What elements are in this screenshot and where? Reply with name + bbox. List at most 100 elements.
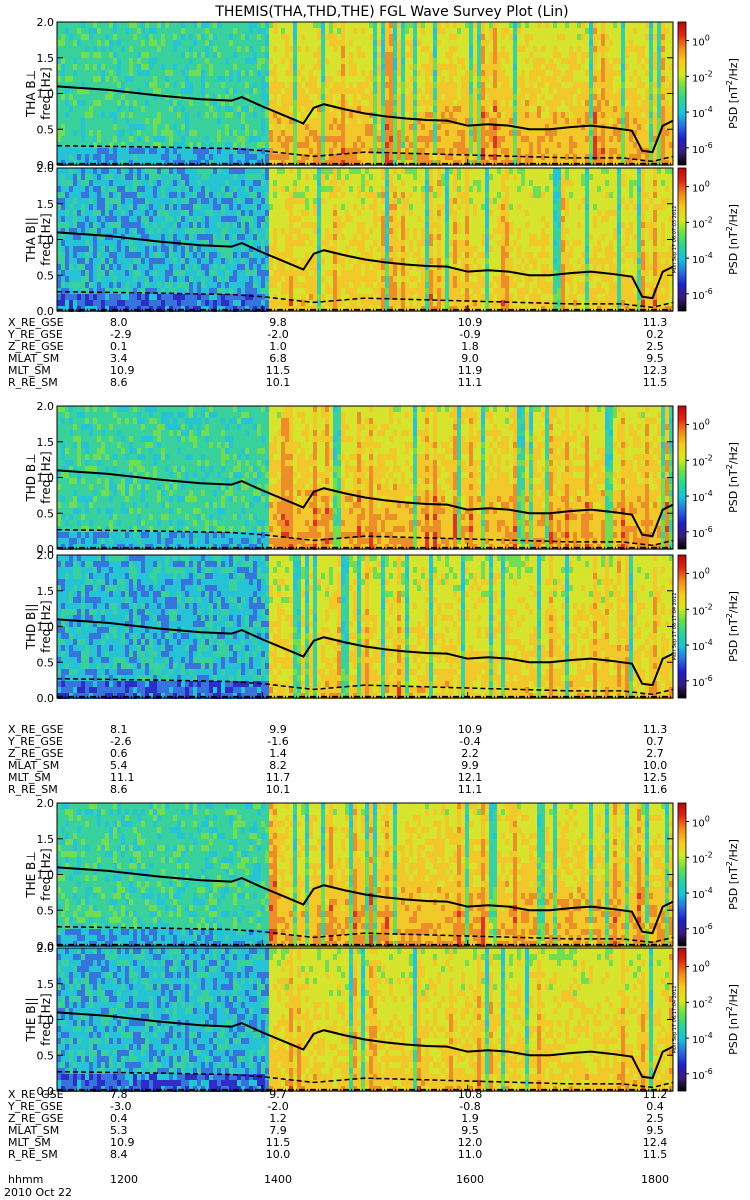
y-tick-label: 1.5 [37,198,55,211]
ephemeris-name: R_RE_SM [8,376,58,389]
colorbar-tick-label: 100 [692,180,710,195]
y-tick-label: 2.0 [37,797,55,810]
ephemeris-value: 10.1 [266,376,291,389]
colorbar-tick-label: 10-6 [692,922,713,937]
colorbar [678,555,686,698]
colorbar-tick-label: 10-4 [692,489,713,504]
y-tick-label: 2.0 [37,162,55,175]
date-label: 2010 Oct 22 [4,1186,72,1199]
panel-label: THD B|| [24,604,38,651]
panel-label: THD B⊥ [24,453,38,502]
panel-label: THE B|| [24,997,38,1042]
y-axis-label: freq [Hz] [39,451,53,503]
y-tick-label: 1.5 [37,978,55,991]
colorbar-tick-label: 10-6 [692,674,713,689]
plot-timestamp: Mon Sep 17 06:17:04 2012 [672,593,678,661]
y-tick-label: 2.0 [37,400,55,413]
colorbar [678,803,686,946]
colorbar-tick-label: 10-2 [692,215,713,230]
colorbar-label: PSD [nT2/Hz] [725,591,740,662]
colorbar-tick-label: 10-2 [692,69,713,84]
ephemeris-value: 10.0 [266,1148,291,1161]
y-tick-label: 0.5 [37,123,55,136]
colorbar-label: PSD [nT2/Hz] [725,839,740,910]
ephemeris-value: 11.1 [458,783,483,796]
spectrogram-figure: THEMIS(THA,THD,THE) FGL Wave Survey Plot… [0,0,750,1200]
y-axis-label: freq [Hz] [39,993,53,1045]
ephemeris-value: 10.1 [266,783,291,796]
colorbar [678,168,686,311]
colorbar-label: PSD [nT2/Hz] [725,442,740,513]
colorbar-label: PSD [nT2/Hz] [725,204,740,275]
colorbar-tick-label: 10-6 [692,141,713,156]
y-tick-label: 0.5 [37,904,55,917]
ephemeris-value: 11.6 [643,783,668,796]
colorbar-tick-label: 10-4 [692,886,713,901]
y-tick-label: 0.5 [37,1049,55,1062]
panel-label: THA B⊥ [24,70,38,118]
colorbar-tick-label: 10-4 [692,1031,713,1046]
x-tick-label: 1600 [456,1173,484,1186]
y-tick-label: 2.0 [37,16,55,29]
colorbar-label: PSD [nT2/Hz] [725,984,740,1055]
ephemeris-value: 11.1 [458,376,483,389]
colorbar-tick-label: 10-4 [692,638,713,653]
colorbar-tick-label: 10-4 [692,105,713,120]
y-tick-label: 0.5 [37,656,55,669]
colorbar-tick-label: 10-6 [692,525,713,540]
ephemeris-value: 8.6 [110,376,128,389]
y-tick-label: 1.5 [37,436,55,449]
colorbar [678,948,686,1091]
y-tick-label: 1.5 [37,585,55,598]
colorbar-tick-label: 10-4 [692,251,713,266]
ephemeris-name: R_RE_SM [8,1148,58,1161]
colorbar-tick-label: 100 [692,567,710,582]
x-tick-label: 1800 [641,1173,669,1186]
colorbar-tick-label: 10-2 [692,995,713,1010]
colorbar-tick-label: 100 [692,34,710,49]
colorbar-tick-label: 10-2 [692,850,713,865]
ephemeris-name: R_RE_SM [8,783,58,796]
x-tick-label: 1200 [110,1173,138,1186]
ephemeris-table: X_RE_GSE 8.1 9.9 10.9 11.3Y_RE_GSE -2.6 -1.6 -0… [7,723,667,796]
y-tick-label: 1.5 [37,52,55,65]
ephemeris-value: 8.4 [110,1148,128,1161]
ephemeris-table: X_RE_GSE 7.8 9.7 10.8 11.2Y_RE_GSE -3.0 -2.0 -0… [7,1088,667,1161]
colorbar-tick-label: 10-2 [692,453,713,468]
colorbar-tick-label: 10-2 [692,602,713,617]
y-axis-label: freq [Hz] [39,600,53,652]
y-axis-label: freq [Hz] [39,213,53,265]
colorbar-tick-label: 100 [692,960,710,975]
y-tick-label: 2.0 [37,549,55,562]
y-tick-label: 2.0 [37,942,55,955]
plot-timestamp: Mon Sep 17 06:07:03 2012 [672,206,678,274]
y-tick-label: 0.5 [37,507,55,520]
plot-timestamp: Mon Sep 17 06:17:04 2012 [672,986,678,1054]
figure-title: THEMIS(THA,THD,THE) FGL Wave Survey Plot… [214,4,568,20]
ephemeris-value: 11.0 [458,1148,483,1161]
y-tick-label: 0.0 [37,692,55,705]
panel-label: THE B⊥ [24,851,38,898]
x-tick-label: 1400 [264,1173,292,1186]
ephemeris-value: 11.5 [643,376,668,389]
colorbar [678,406,686,549]
y-axis-label: freq [Hz] [39,67,53,119]
colorbar-tick-label: 10-6 [692,287,713,302]
ephemeris-table: X_RE_GSE 8.0 9.8 10.9 11.3Y_RE_GSE -2.9 -2.0 -0… [7,316,667,389]
colorbar-tick-label: 100 [692,418,710,433]
colorbar-label: PSD [nT2/Hz] [725,58,740,129]
y-axis-label: freq [Hz] [39,848,53,900]
panel-label: THA B|| [24,217,38,263]
colorbar-tick-label: 100 [692,815,710,830]
colorbar [678,22,686,165]
y-tick-label: 1.5 [37,833,55,846]
ephemeris-value: 11.5 [643,1148,668,1161]
colorbar-tick-label: 10-6 [692,1067,713,1082]
y-tick-label: 0.5 [37,269,55,282]
